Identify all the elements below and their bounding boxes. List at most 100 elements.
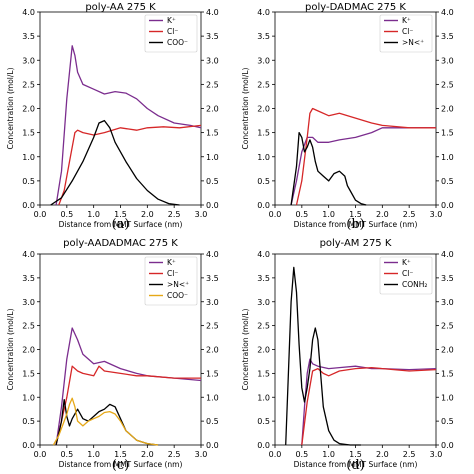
y2-tick-label: 0.0: [441, 441, 454, 450]
x-tick-label: 2.5: [403, 450, 416, 459]
y-tick-label: 0.0: [257, 201, 270, 210]
y-tick-label: 2.5: [257, 80, 270, 89]
y2-tick-label: 0.5: [206, 417, 219, 426]
y2-tick-label: 1.0: [206, 393, 219, 402]
y-tick-label: 2.0: [257, 346, 270, 355]
x-tick-label: 3.0: [430, 450, 443, 459]
y2-tick-label: 3.5: [441, 274, 454, 283]
y-tick-label: 2.5: [22, 80, 35, 89]
y2-tick-label: 3.0: [441, 56, 454, 65]
y2-tick-label: 1.5: [206, 369, 219, 378]
legend-label: Cl⁻: [167, 27, 178, 36]
y2-tick-label: 1.0: [441, 153, 454, 162]
y-tick-label: 1.0: [257, 393, 270, 402]
x-tick-label: 2.5: [168, 450, 181, 459]
y-tick-label: 0.5: [257, 177, 270, 186]
x-tick-label: 0.5: [60, 450, 73, 459]
y-tick-label: 2.0: [257, 105, 270, 114]
y-tick-label: 4.0: [22, 250, 35, 259]
series-line-0: [55, 45, 202, 206]
chart-panel-0: 0.0 0.5 1.0 1.5 2.0 2.5 3.00.0 0.00.5 0.51.0 1.01…: [6, 2, 219, 232]
y-tick-label: 1.5: [22, 369, 35, 378]
y-tick-label: 3.0: [257, 298, 270, 307]
y2-tick-label: 2.5: [441, 80, 454, 89]
y2-tick-label: 0.5: [441, 417, 454, 426]
y-tick-label: 3.5: [257, 274, 270, 283]
legend-label: K⁺: [402, 258, 411, 267]
y-tick-label: 3.0: [22, 56, 35, 65]
x-tick-label: 1.5: [349, 210, 362, 219]
chart-title: poly-DADMAC 275 K: [305, 2, 406, 13]
y-tick-label: 3.5: [22, 32, 35, 41]
y-tick-label: 3.5: [257, 32, 270, 41]
legend-label: COO⁻: [167, 38, 188, 47]
x-tick-label: 1.5: [114, 450, 127, 459]
x-tick-label: 2.0: [141, 210, 154, 219]
panel-caption: (d): [346, 458, 364, 473]
x-tick-label: 2.0: [376, 450, 389, 459]
y-tick-label: 4.0: [257, 250, 270, 259]
y2-tick-label: 3.5: [441, 32, 454, 41]
series-line-1: [295, 107, 436, 206]
y2-tick-label: 3.0: [206, 298, 219, 307]
y2-tick-label: 1.5: [206, 129, 219, 138]
y2-tick-label: 4.0: [206, 8, 219, 17]
x-tick-label: 2.0: [141, 450, 154, 459]
series-line-2: [285, 266, 361, 446]
series-line-0: [290, 127, 436, 206]
y2-tick-label: 3.0: [441, 298, 454, 307]
legend-label: K⁺: [167, 258, 176, 267]
x-axis-label: Distance from MMT Surface (nm): [294, 460, 418, 469]
x-tick-label: 3.0: [430, 210, 443, 219]
y-tick-label: 2.0: [22, 105, 35, 114]
x-tick-label: 1.0: [87, 450, 100, 459]
x-axis-label: Distance from MMT Surface (nm): [59, 220, 183, 229]
y-axis-label: Concentration (mol/L): [6, 67, 15, 149]
y2-tick-label: 4.0: [441, 8, 454, 17]
series-line-1: [55, 365, 201, 446]
x-axis-label: Distance from MMT Surface (nm): [59, 460, 183, 469]
legend-label: >N<⁺: [167, 280, 189, 289]
y2-tick-label: 0.0: [206, 441, 219, 450]
y2-tick-label: 1.0: [206, 153, 219, 162]
chart-title: poly-AM 275 K: [320, 238, 392, 249]
chart-title: poly-AADADMAC 275 K: [63, 238, 178, 249]
y2-tick-label: 2.5: [206, 322, 219, 331]
series-line-1: [301, 366, 437, 446]
chart-title: poly-AA 275 K: [85, 2, 156, 13]
y2-tick-label: 4.0: [441, 250, 454, 259]
y-tick-label: 0.0: [22, 201, 35, 210]
y-tick-label: 4.0: [22, 8, 35, 17]
y2-tick-label: 2.5: [206, 80, 219, 89]
x-tick-label: 1.5: [349, 450, 362, 459]
x-tick-label: 0.0: [34, 210, 47, 219]
x-tick-label: 0.5: [60, 210, 73, 219]
x-axis-label: Distance from MMT Surface (nm): [294, 220, 418, 229]
legend-label: CONH₂: [402, 280, 427, 289]
legend-label: Cl⁻: [167, 269, 178, 278]
x-tick-label: 0.5: [295, 450, 308, 459]
y-tick-label: 2.5: [257, 322, 270, 331]
y2-tick-label: 2.0: [206, 346, 219, 355]
y-tick-label: 1.0: [22, 153, 35, 162]
y-tick-label: 0.0: [22, 441, 35, 450]
series-line-2: [50, 119, 180, 206]
y-tick-label: 3.0: [257, 56, 270, 65]
y-tick-label: 0.0: [257, 441, 270, 450]
chart-panel-1: 0.0 0.5 1.0 1.5 2.0 2.5 3.00.0 0.00.5 0.51.0 1.01…: [241, 2, 454, 232]
y2-tick-label: 1.0: [441, 393, 454, 402]
y-tick-label: 0.5: [257, 417, 270, 426]
legend-label: Cl⁻: [402, 27, 413, 36]
y2-tick-label: 3.5: [206, 274, 219, 283]
y-tick-label: 2.0: [22, 346, 35, 355]
x-tick-label: 0.0: [34, 450, 47, 459]
x-tick-label: 2.5: [168, 210, 181, 219]
y2-tick-label: 1.5: [441, 369, 454, 378]
series-line-0: [55, 327, 202, 446]
y-tick-label: 1.5: [257, 369, 270, 378]
y-axis-label: Concentration (mol/L): [6, 308, 15, 390]
y2-tick-label: 3.0: [206, 56, 219, 65]
x-tick-label: 0.0: [269, 210, 282, 219]
legend-label: Cl⁻: [402, 269, 413, 278]
